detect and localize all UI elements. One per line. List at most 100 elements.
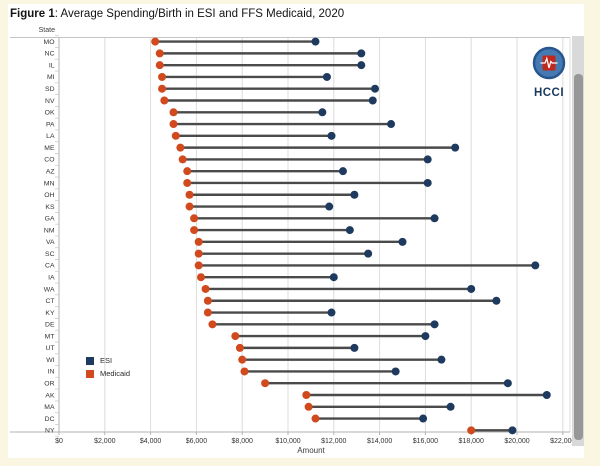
medicaid-dot-KS <box>185 202 194 211</box>
esi-dot-MN <box>423 178 432 187</box>
x-tick-label: $20,000 <box>504 438 529 445</box>
state-label-KY: KY <box>45 310 55 317</box>
state-label-NV: NV <box>45 98 55 105</box>
esi-dot-SC <box>364 249 373 258</box>
state-label-AK: AK <box>45 392 55 399</box>
state-label-SC: SC <box>45 251 55 258</box>
state-label-OR: OR <box>44 381 54 388</box>
state-label-GA: GA <box>45 216 55 223</box>
esi-dot-IL <box>357 61 366 70</box>
medicaid-dot-DC <box>311 414 320 423</box>
state-label-MN: MN <box>44 180 55 187</box>
medicaid-dot-AZ <box>183 167 192 176</box>
medicaid-dot-NV <box>160 96 169 105</box>
medicaid-dot-CO <box>178 155 187 164</box>
scrollbar-thumb[interactable] <box>573 74 583 440</box>
esi-dot-IN <box>391 367 400 376</box>
figure-title-text: : Average Spending/Birth in ESI and FFS … <box>54 8 345 20</box>
esi-dot-ME <box>451 143 460 152</box>
medicaid-dot-MO <box>151 37 160 46</box>
state-label-DC: DC <box>45 416 55 423</box>
state-label-ME: ME <box>44 145 55 152</box>
state-label-CT: CT <box>45 298 54 305</box>
hcci-logo-text: HCCI <box>534 87 564 99</box>
state-label-KS: KS <box>45 204 55 211</box>
x-tick-label: $2,000 <box>94 438 116 445</box>
esi-dot-OR <box>503 379 512 388</box>
state-label-OK: OK <box>45 110 55 117</box>
esi-dot-NM <box>345 226 354 235</box>
medicaid-dot-OR <box>261 379 270 388</box>
legend-item-medicaid: Medicaid <box>86 367 130 380</box>
medicaid-dot-PA <box>169 120 178 129</box>
hcci-logo-book-icon <box>542 55 556 71</box>
medicaid-dot-KY <box>203 308 212 317</box>
esi-dot-NY <box>508 426 517 435</box>
state-label-MT: MT <box>45 333 55 340</box>
esi-dot-WI <box>437 355 446 364</box>
esi-dot-AZ <box>338 167 347 176</box>
medicaid-dot-DE <box>208 320 217 329</box>
hcci-logo-ekg-icon <box>540 56 558 69</box>
state-label-SD: SD <box>45 86 55 93</box>
esi-dot-DE <box>430 320 439 329</box>
esi-dot-NV <box>368 96 377 105</box>
esi-swatch-icon <box>86 356 94 365</box>
x-tick-label: $10,000 <box>275 438 300 445</box>
x-tick-label: $6,000 <box>186 438 208 445</box>
esi-dot-IA <box>329 273 338 282</box>
chart-legend: ESI Medicaid <box>86 354 130 380</box>
esi-dot-PA <box>387 120 396 129</box>
esi-dot-KY <box>327 308 336 317</box>
esi-dot-OK <box>318 108 327 117</box>
state-label-PA: PA <box>46 121 55 128</box>
medicaid-dot-OK <box>169 108 178 117</box>
state-label-MI: MI <box>47 74 55 81</box>
figure-title: Figure 1: Average Spending/Birth in ESI … <box>10 8 344 20</box>
esi-dot-MA <box>446 402 455 411</box>
x-tick-label: $22,000 <box>550 438 575 445</box>
esi-dot-CT <box>492 296 501 305</box>
state-label-NC: NC <box>45 51 55 58</box>
esi-dot-MT <box>421 332 430 341</box>
legend-item-esi: ESI <box>86 354 130 367</box>
medicaid-dot-IN <box>240 367 249 376</box>
medicaid-dot-VA <box>194 237 203 246</box>
x-axis-title: Amount <box>297 446 325 455</box>
esi-dot-DC <box>419 414 428 423</box>
medicaid-dot-SD <box>158 84 167 93</box>
medicaid-dot-UT <box>235 343 244 352</box>
x-tick-label: $16,000 <box>413 438 438 445</box>
medicaid-dot-IA <box>196 273 205 282</box>
state-label-IA: IA <box>48 275 55 282</box>
x-tick-label: $18,000 <box>459 438 484 445</box>
medicaid-dot-OH <box>185 190 194 199</box>
medicaid-dot-MA <box>304 402 313 411</box>
medicaid-dot-NY <box>467 426 476 435</box>
esi-dot-GA <box>430 214 439 223</box>
x-tick-label: $4,000 <box>140 438 162 445</box>
x-tick-label: $8,000 <box>231 438 253 445</box>
esi-dot-NC <box>357 49 366 58</box>
state-label-OH: OH <box>44 192 54 199</box>
state-label-MA: MA <box>44 404 55 411</box>
state-label-WA: WA <box>44 286 55 293</box>
y-axis-title: State <box>38 27 55 34</box>
medicaid-swatch-icon <box>86 369 94 378</box>
state-label-IN: IN <box>48 369 55 376</box>
state-label-NY: NY <box>45 428 55 435</box>
state-label-IL: IL <box>49 62 55 69</box>
medicaid-dot-NC <box>155 49 164 58</box>
esi-dot-CA <box>531 261 540 270</box>
hcci-logo: HCCI <box>532 46 566 99</box>
esi-dot-SD <box>371 84 380 93</box>
x-tick-label: $14,000 <box>367 438 392 445</box>
esi-dot-MO <box>311 37 320 46</box>
state-label-UT: UT <box>45 345 54 352</box>
medicaid-dot-IL <box>155 61 164 70</box>
medicaid-dot-CT <box>203 296 212 305</box>
legend-label-medicaid: Medicaid <box>100 369 131 378</box>
medicaid-dot-CA <box>194 261 203 270</box>
state-label-NM: NM <box>44 227 55 234</box>
medicaid-dot-MT <box>231 332 240 341</box>
